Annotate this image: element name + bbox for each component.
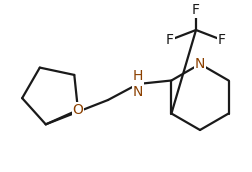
Text: N: N bbox=[195, 57, 205, 71]
Text: H
N: H N bbox=[133, 69, 143, 99]
Text: F: F bbox=[218, 33, 226, 47]
Text: O: O bbox=[73, 103, 83, 117]
Text: F: F bbox=[192, 3, 200, 17]
Text: F: F bbox=[166, 33, 174, 47]
